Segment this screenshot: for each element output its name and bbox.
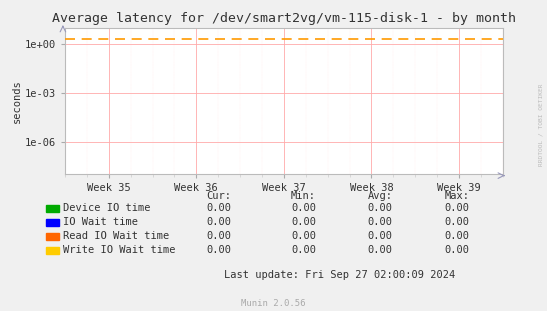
Text: 0.00: 0.00 — [291, 203, 316, 213]
Text: Read IO Wait time: Read IO Wait time — [63, 231, 169, 241]
Text: 0.00: 0.00 — [444, 231, 469, 241]
Text: RRDTOOL / TOBI OETIKER: RRDTOOL / TOBI OETIKER — [538, 83, 543, 166]
Text: 0.00: 0.00 — [368, 217, 393, 227]
Text: 0.00: 0.00 — [368, 245, 393, 255]
Text: IO Wait time: IO Wait time — [63, 217, 138, 227]
Text: 0.00: 0.00 — [444, 217, 469, 227]
Text: 0.00: 0.00 — [206, 217, 231, 227]
Text: 0.00: 0.00 — [291, 245, 316, 255]
Text: Last update: Fri Sep 27 02:00:09 2024: Last update: Fri Sep 27 02:00:09 2024 — [224, 270, 455, 280]
Text: 0.00: 0.00 — [368, 203, 393, 213]
Text: 0.00: 0.00 — [206, 231, 231, 241]
Title: Average latency for /dev/smart2vg/vm-115-disk-1 - by month: Average latency for /dev/smart2vg/vm-115… — [52, 12, 516, 26]
Text: Max:: Max: — [444, 191, 469, 201]
Y-axis label: seconds: seconds — [12, 79, 22, 123]
Text: Write IO Wait time: Write IO Wait time — [63, 245, 176, 255]
Text: 0.00: 0.00 — [444, 203, 469, 213]
Text: 0.00: 0.00 — [444, 245, 469, 255]
Text: 0.00: 0.00 — [368, 231, 393, 241]
Text: 0.00: 0.00 — [291, 231, 316, 241]
Text: 0.00: 0.00 — [206, 203, 231, 213]
Text: 0.00: 0.00 — [291, 217, 316, 227]
Text: 0.00: 0.00 — [206, 245, 231, 255]
Text: Device IO time: Device IO time — [63, 203, 150, 213]
Text: Cur:: Cur: — [206, 191, 231, 201]
Text: Munin 2.0.56: Munin 2.0.56 — [241, 299, 306, 308]
Text: Avg:: Avg: — [368, 191, 393, 201]
Text: Min:: Min: — [291, 191, 316, 201]
